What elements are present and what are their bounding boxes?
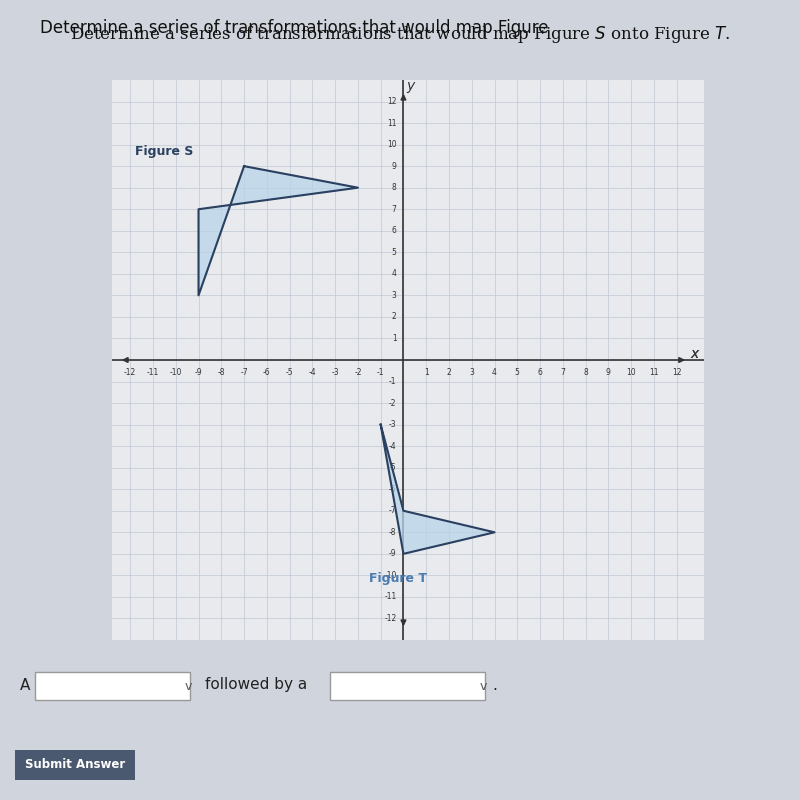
Text: -5: -5	[286, 367, 294, 377]
Text: 11: 11	[649, 367, 658, 377]
Text: -3: -3	[331, 367, 339, 377]
Text: -7: -7	[240, 367, 248, 377]
Text: -4: -4	[309, 367, 316, 377]
Text: -9: -9	[389, 550, 397, 558]
Text: -6: -6	[263, 367, 270, 377]
Text: 8: 8	[392, 183, 397, 192]
Text: Submit Answer: Submit Answer	[25, 758, 125, 771]
Text: .: .	[492, 678, 497, 693]
Text: -1: -1	[389, 377, 397, 386]
Text: Figure S: Figure S	[134, 146, 193, 158]
Text: -11: -11	[384, 593, 397, 602]
Text: 7: 7	[560, 367, 566, 377]
Text: v: v	[480, 679, 487, 693]
Text: 4: 4	[492, 367, 497, 377]
Text: 2: 2	[446, 367, 451, 377]
Text: -8: -8	[218, 367, 225, 377]
Text: y: y	[406, 79, 414, 94]
Text: 6: 6	[392, 226, 397, 235]
Text: 1: 1	[424, 367, 429, 377]
Text: 12: 12	[672, 367, 682, 377]
Text: -5: -5	[389, 463, 397, 472]
Text: 10: 10	[387, 140, 397, 149]
Text: -9: -9	[194, 367, 202, 377]
Text: followed by a: followed by a	[205, 678, 307, 693]
Text: 5: 5	[392, 248, 397, 257]
Text: 10: 10	[626, 367, 636, 377]
Text: 5: 5	[515, 367, 520, 377]
Text: A: A	[20, 678, 30, 693]
Text: 1: 1	[392, 334, 397, 343]
FancyBboxPatch shape	[15, 750, 135, 780]
Text: v: v	[185, 679, 192, 693]
Text: 2: 2	[392, 313, 397, 322]
Text: 12: 12	[387, 97, 397, 106]
Text: 6: 6	[538, 367, 542, 377]
Text: x: x	[690, 346, 699, 361]
FancyBboxPatch shape	[330, 672, 485, 700]
Text: -7: -7	[389, 506, 397, 515]
FancyBboxPatch shape	[35, 672, 190, 700]
Text: 11: 11	[387, 118, 397, 127]
Text: -4: -4	[389, 442, 397, 450]
Text: Determine a series of transformations that would map Figure: Determine a series of transformations th…	[143, 19, 657, 37]
Text: Determine a series of transformations that would map Figure $S$ onto Figure $T$.: Determine a series of transformations th…	[70, 24, 730, 45]
Text: -11: -11	[147, 367, 159, 377]
Text: x: x	[690, 346, 699, 361]
Text: 9: 9	[606, 367, 611, 377]
Text: -10: -10	[170, 367, 182, 377]
Text: -12: -12	[124, 367, 136, 377]
Text: Figure T: Figure T	[370, 572, 427, 585]
Text: 8: 8	[583, 367, 588, 377]
Text: -8: -8	[389, 528, 397, 537]
Text: -1: -1	[377, 367, 385, 377]
Text: 3: 3	[392, 291, 397, 300]
Text: -2: -2	[389, 398, 397, 407]
Text: -10: -10	[384, 571, 397, 580]
Text: 7: 7	[392, 205, 397, 214]
Text: 4: 4	[392, 270, 397, 278]
Text: Determine a series of transformations that would map Figure: Determine a series of transformations th…	[40, 19, 554, 37]
Polygon shape	[381, 425, 494, 554]
Text: -3: -3	[389, 420, 397, 429]
Text: 3: 3	[470, 367, 474, 377]
Text: 9: 9	[392, 162, 397, 170]
Text: -6: -6	[389, 485, 397, 494]
Text: -2: -2	[354, 367, 362, 377]
Text: -12: -12	[384, 614, 397, 623]
Polygon shape	[198, 166, 358, 295]
